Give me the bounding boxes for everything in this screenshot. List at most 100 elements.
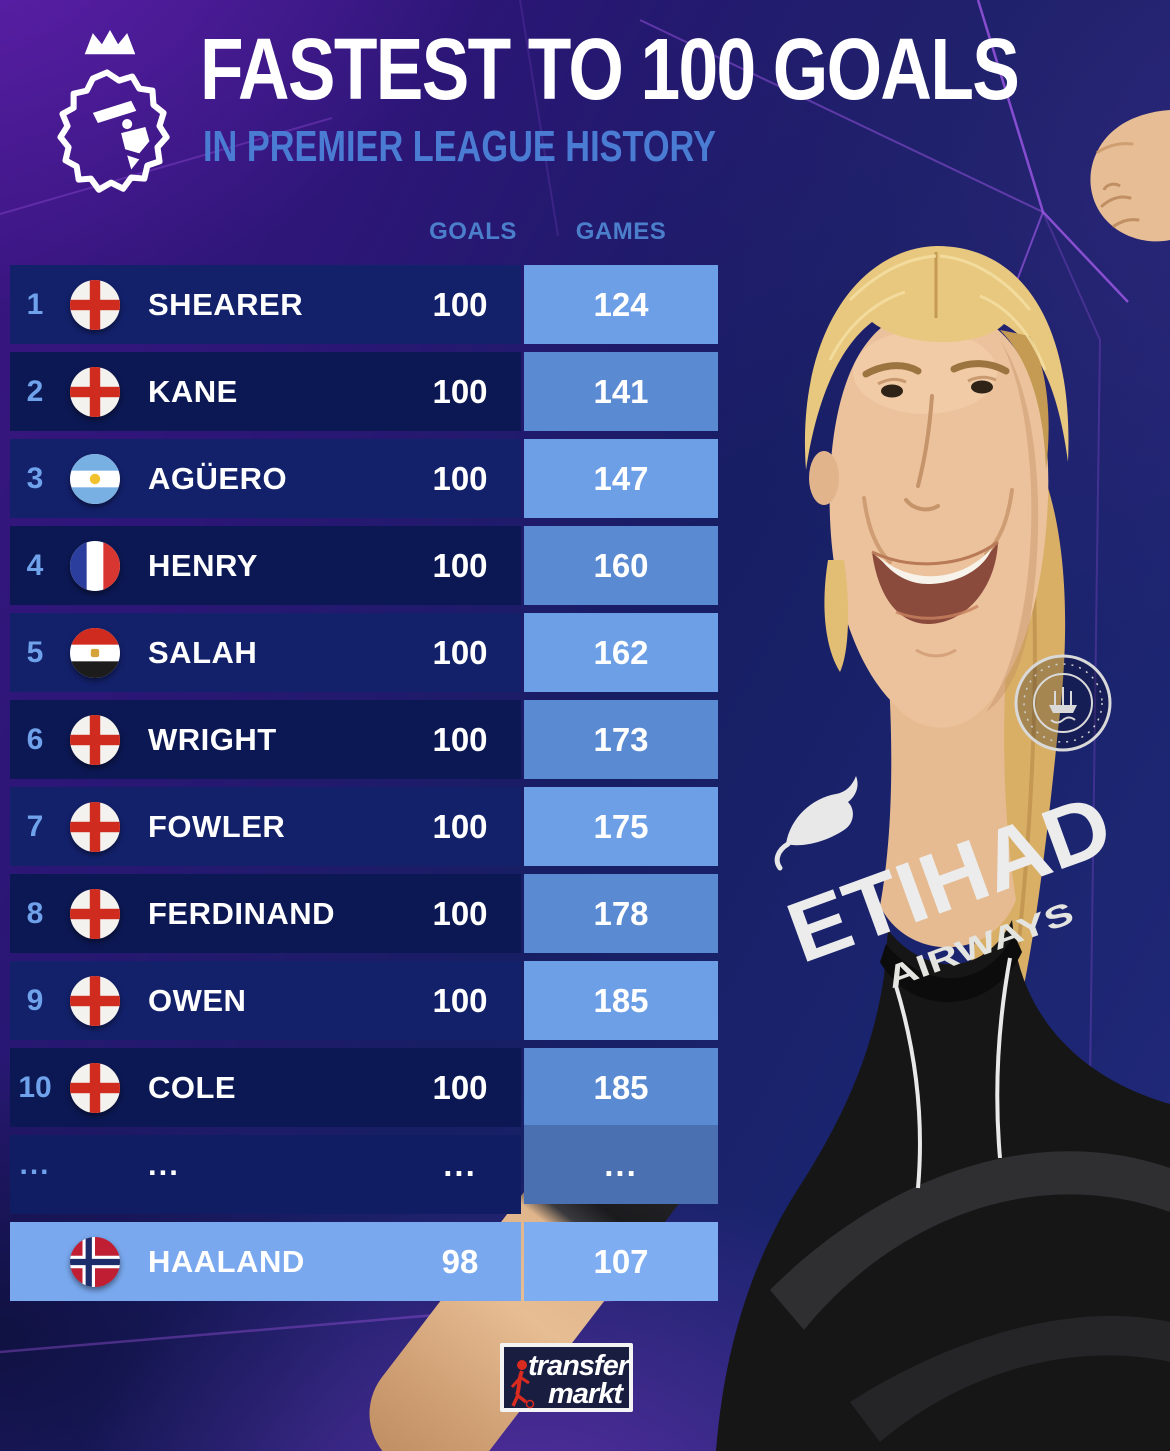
- table-row-main: 9 OWEN 100: [10, 961, 521, 1040]
- collar-piping: [894, 957, 1012, 1189]
- brand-name-bottom: markt: [548, 1378, 623, 1410]
- table-row: 4 HENRY 100 160: [10, 526, 718, 605]
- table-row-main: 4 HENRY 100: [10, 526, 521, 605]
- table-row: ... ... ... ...: [10, 1125, 718, 1214]
- rank-cell: 10: [18, 1070, 52, 1104]
- player-name: HAALAND: [148, 1243, 305, 1279]
- brand-name-top: transfer: [528, 1350, 629, 1382]
- goals-value: ...: [443, 1145, 477, 1183]
- player-name: SALAH: [148, 634, 258, 670]
- games-value: ...: [524, 1125, 718, 1204]
- games-value: 175: [524, 787, 718, 866]
- player-name: SHEARER: [148, 286, 304, 322]
- table-row: 2 KANE 100 141: [10, 352, 718, 431]
- hair: [804, 246, 1069, 672]
- table-row-main: 7 FOWLER 100: [10, 787, 521, 866]
- rank-cell: 9: [26, 983, 44, 1017]
- rank-cell: 1: [26, 287, 44, 321]
- rank-cell: 3: [26, 461, 44, 495]
- goals-value: 100: [432, 285, 488, 323]
- player-name: HENRY: [148, 547, 258, 583]
- games-value: 173: [524, 700, 718, 779]
- teeth: [878, 548, 992, 584]
- rank-cell: 8: [26, 896, 44, 930]
- rank-cell: 4: [26, 548, 44, 582]
- transfermarkt-player-icon: [510, 1360, 535, 1409]
- goals-value: 100: [432, 981, 488, 1019]
- table-row-main: 1 SHEARER 100: [10, 265, 521, 344]
- games-value: 162: [524, 613, 718, 692]
- table-row-main: 5 SALAH 100: [10, 613, 521, 692]
- table-row: 6 WRIGHT 100 173: [10, 700, 718, 779]
- country-flag-icon: [70, 888, 120, 939]
- table-row: 1 SHEARER 100 124: [10, 265, 718, 344]
- haaland-photo: ETIHAD AIRWAYS: [716, 110, 1170, 1451]
- table-row-main: 8 FERDINAND 100: [10, 874, 521, 953]
- raised-fist: [1090, 110, 1170, 242]
- player-name: ...: [148, 1146, 180, 1182]
- games-value: 124: [524, 265, 718, 344]
- rank-cell: ...: [19, 1147, 51, 1181]
- table-row: 9 OWEN 100 185: [10, 961, 718, 1040]
- games-value: 185: [524, 1048, 718, 1127]
- table-row: HAALAND 98 107: [10, 1222, 718, 1301]
- country-flag-icon: [70, 714, 120, 765]
- country-flag-icon: [70, 1062, 120, 1113]
- player-name: COLE: [148, 1069, 237, 1105]
- goals-value: 100: [432, 372, 488, 410]
- games-value: 147: [524, 439, 718, 518]
- table-row: 3 AGÜERO 100 147: [10, 439, 718, 518]
- rank-cell: 5: [26, 635, 44, 669]
- games-value: 160: [524, 526, 718, 605]
- country-flag-icon: [70, 975, 120, 1026]
- player-name: KANE: [148, 373, 238, 409]
- goals-value: 100: [432, 1068, 488, 1106]
- player-name: WRIGHT: [148, 721, 277, 757]
- games-value: 141: [524, 352, 718, 431]
- collar: [880, 934, 1022, 1003]
- nose: [916, 394, 934, 488]
- ear-icon: [809, 451, 839, 505]
- country-flag-icon: [70, 540, 120, 591]
- goals-value: 100: [432, 807, 488, 845]
- goals-value: 100: [432, 633, 488, 671]
- column-header-games: GAMES: [575, 218, 667, 245]
- rank-cell: 7: [26, 809, 44, 843]
- table-row-main: HAALAND 98: [10, 1222, 521, 1301]
- column-header-goals: GOALS: [429, 218, 517, 245]
- eyebrow-left: [862, 362, 922, 378]
- player-name: OWEN: [148, 982, 247, 1018]
- table-row-main: 6 WRIGHT 100: [10, 700, 521, 779]
- games-value: 178: [524, 874, 718, 953]
- table-row-main: ... ... ...: [10, 1135, 521, 1214]
- player-name: FOWLER: [148, 808, 286, 844]
- country-flag-icon: [70, 279, 120, 330]
- games-value: 185: [524, 961, 718, 1040]
- transfermarkt-logo: transfer markt: [500, 1343, 633, 1412]
- eye-right: [971, 380, 993, 394]
- player-name: FERDINAND: [148, 895, 336, 931]
- goals-value: 98: [441, 1242, 479, 1280]
- eye-left: [881, 384, 903, 398]
- table-row: 7 FOWLER 100 175: [10, 787, 718, 866]
- country-flag-icon: [70, 1236, 120, 1287]
- face: [809, 308, 1049, 728]
- column-headers: GOALS GAMES: [0, 218, 740, 248]
- ranking-table-body: 1 SHEARER 100 124 2 KANE 100 141 3 AGÜER…: [10, 265, 718, 1309]
- table-row-main: 2 KANE 100: [10, 352, 521, 431]
- neck: [880, 664, 1016, 948]
- page-subtitle: IN PREMIER LEAGUE HISTORY: [203, 122, 716, 171]
- table-row: 8 FERDINAND 100 178: [10, 874, 718, 953]
- city-badge-icon: [1014, 654, 1112, 752]
- table-row-main: 10 COLE 100: [10, 1048, 521, 1127]
- rank-cell: 6: [26, 722, 44, 756]
- country-flag-icon: [70, 627, 120, 678]
- table-row: 10 COLE 100 185: [10, 1048, 718, 1127]
- table-row: 5 SALAH 100 162: [10, 613, 718, 692]
- country-flag-icon: [70, 453, 120, 504]
- country-flag-icon: [70, 366, 120, 417]
- eyebrow-right: [950, 360, 1010, 375]
- games-value: 107: [524, 1222, 718, 1301]
- player-name: AGÜERO: [148, 460, 288, 496]
